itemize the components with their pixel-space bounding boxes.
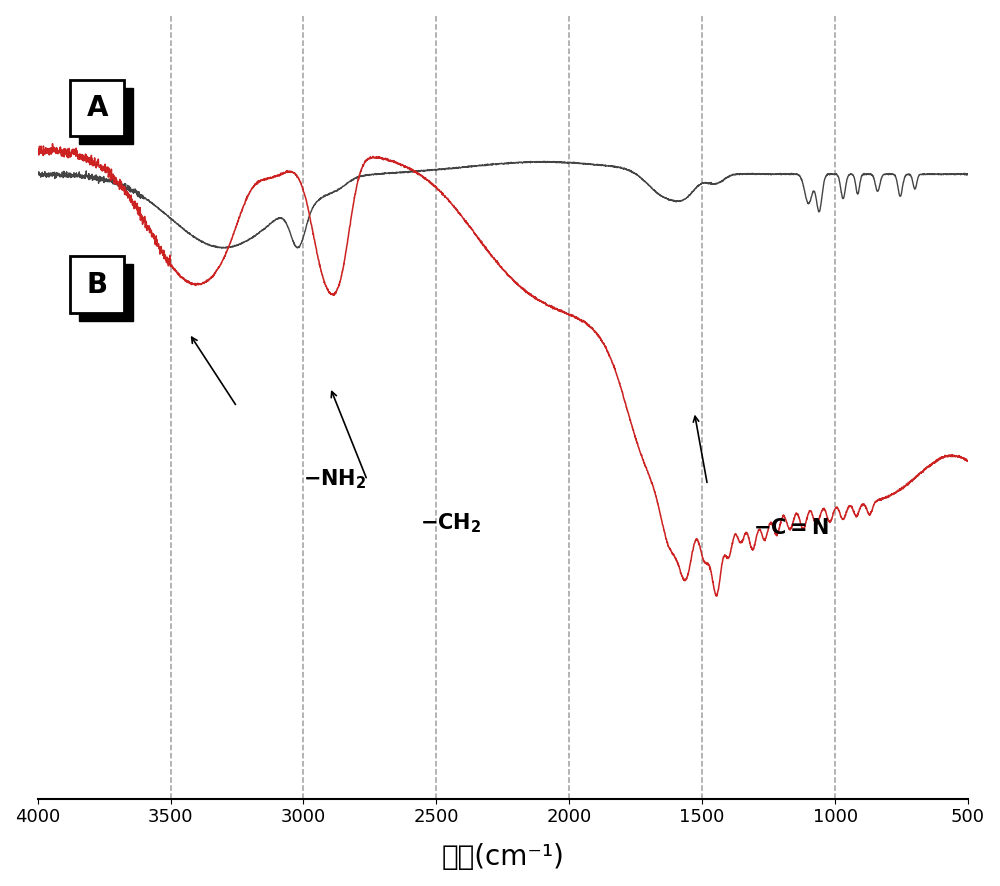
Text: $\mathbf{-CH_2}$: $\mathbf{-CH_2}$ [420, 511, 482, 535]
Text: $\mathbf{-C{=}N}$: $\mathbf{-C{=}N}$ [753, 518, 829, 538]
Bar [70, 256, 124, 313]
Bar [79, 88, 133, 144]
Text: A: A [86, 94, 108, 122]
Bar [79, 264, 133, 321]
Text: B: B [87, 270, 108, 299]
X-axis label: 波数(cm⁻¹): 波数(cm⁻¹) [441, 843, 564, 871]
Text: $\mathbf{-NH_2}$: $\mathbf{-NH_2}$ [303, 467, 367, 491]
Bar [70, 80, 124, 136]
